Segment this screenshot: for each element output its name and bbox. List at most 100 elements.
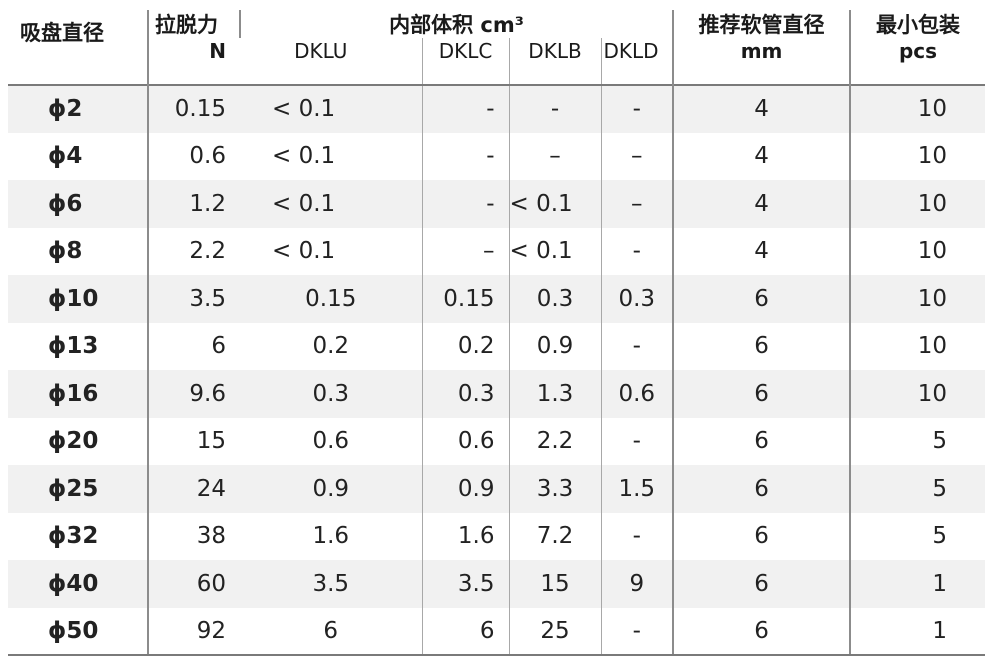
suction-cup-spec-table: 吸盘直径 拉脱力 内部体积 cm³ 推荐软管直径 最小包装 N DKLU DKL… [8, 10, 986, 656]
cell-dkld: - [600, 607, 674, 656]
cell-dklb: 2.2 [508, 417, 601, 465]
header-row-primary: 吸盘直径 拉脱力 内部体积 cm³ 推荐软管直径 最小包装 [8, 10, 986, 45]
cell-dklc: 6 [421, 607, 509, 656]
cell-force: 92 [147, 607, 240, 656]
cell-hose: 6 [672, 560, 851, 608]
cell-dklu: < 0.1 [240, 84, 422, 133]
cell-force: 24 [147, 465, 240, 513]
cell-force: 60 [147, 560, 240, 608]
cell-dkld: 1.5 [600, 465, 674, 513]
cell-pack: 5 [849, 417, 986, 465]
cell-dklb: 15 [508, 560, 601, 608]
cell-dklu: < 0.1 [240, 132, 422, 180]
cell-dklu: 0.15 [240, 275, 422, 323]
cell-hose: 4 [672, 227, 851, 275]
table-row: ϕ50 92 6 6 25 - 6 1 [8, 607, 986, 656]
table-row: ϕ13 6 0.2 0.2 0.9 - 6 10 [8, 322, 986, 370]
cell-dkld: - [600, 322, 674, 370]
cell-force: 3.5 [147, 275, 240, 323]
cell-dklb: 3.3 [508, 465, 601, 513]
cell-hose: 4 [672, 132, 851, 180]
cell-dklb: - [508, 84, 601, 133]
cell-dklc: - [421, 132, 509, 180]
col-header-dklu: DKLU [294, 39, 348, 63]
cell-dkld: - [600, 417, 674, 465]
cell-dklb: 0.9 [508, 322, 601, 370]
cell-hose: 6 [672, 275, 851, 323]
table-row: ϕ4 0.6 < 0.1 - – – 4 10 [8, 132, 986, 180]
cell-pack: 1 [849, 560, 986, 608]
cell-dklc: 0.3 [421, 370, 509, 418]
cell-force: 15 [147, 417, 240, 465]
cell-dklu: < 0.1 [240, 227, 422, 275]
cell-size: ϕ32 [8, 512, 148, 560]
cell-dkld: - [600, 227, 674, 275]
cell-dklu: 0.2 [240, 322, 422, 370]
cell-pack: 10 [849, 180, 986, 228]
cell-pack: 10 [849, 322, 986, 370]
cell-dkld: 0.3 [600, 275, 674, 323]
cell-dklc: - [421, 84, 509, 133]
table-row: ϕ20 15 0.6 0.6 2.2 - 6 5 [8, 417, 986, 465]
cell-force: 6 [147, 322, 240, 370]
cell-dklb: 0.3 [508, 275, 601, 323]
col-header-dkld: DKLD [600, 38, 674, 85]
cell-pack: 5 [849, 465, 986, 513]
col-header-pack-unit: pcs [849, 38, 986, 85]
cell-hose: 6 [672, 512, 851, 560]
cell-dklu: 0.3 [240, 370, 422, 418]
cell-dklc: 0.2 [421, 322, 509, 370]
col-header-dklb: DKLB [508, 38, 601, 85]
table-row: ϕ25 24 0.9 0.9 3.3 1.5 6 5 [8, 465, 986, 513]
cell-hose: 6 [672, 322, 851, 370]
cell-dklb: < 0.1 [508, 227, 601, 275]
cell-pack: 5 [849, 512, 986, 560]
cell-hose: 6 [672, 465, 851, 513]
table-row: ϕ16 9.6 0.3 0.3 1.3 0.6 6 10 [8, 370, 986, 418]
cell-size: ϕ16 [8, 370, 148, 418]
col-header-pack: 最小包装 [849, 10, 986, 38]
cell-dklc: – [421, 227, 509, 275]
cell-dkld: – [600, 180, 674, 228]
cell-force: 9.6 [147, 370, 240, 418]
table-row: ϕ40 60 3.5 3.5 15 9 6 1 [8, 560, 986, 608]
cell-force: 38 [147, 512, 240, 560]
table-row: ϕ32 38 1.6 1.6 7.2 - 6 5 [8, 512, 986, 560]
cell-size: ϕ40 [8, 560, 148, 608]
cell-dklc: 3.5 [421, 560, 509, 608]
col-header-size: 吸盘直径 [20, 21, 104, 45]
cell-size: ϕ25 [8, 465, 148, 513]
cell-dklc: 1.6 [421, 512, 509, 560]
cell-dklb: 25 [508, 607, 601, 656]
col-header-dklc: DKLC [421, 38, 509, 85]
cell-pack: 10 [849, 370, 986, 418]
cell-dklc: 0.9 [421, 465, 509, 513]
cell-pack: 10 [849, 84, 986, 133]
cell-hose: 6 [672, 370, 851, 418]
cell-hose: 4 [672, 180, 851, 228]
cell-dklu: 3.5 [240, 560, 422, 608]
cell-dklc: 0.15 [421, 275, 509, 323]
col-header-force-unit: N [147, 38, 240, 85]
cell-pack: 10 [849, 275, 986, 323]
col-header-hose-unit: mm [672, 38, 851, 85]
cell-size: ϕ8 [8, 227, 148, 275]
cell-force: 0.15 [147, 84, 240, 133]
cell-size: ϕ2 [8, 84, 148, 133]
cell-dklb: – [508, 132, 601, 180]
table-row: ϕ10 3.5 0.15 0.15 0.3 0.3 6 10 [8, 275, 986, 323]
cell-dklc: 0.6 [421, 417, 509, 465]
cell-force: 0.6 [147, 132, 240, 180]
table-row: ϕ6 1.2 < 0.1 - < 0.1 – 4 10 [8, 180, 986, 228]
cell-dkld: – [600, 132, 674, 180]
cell-hose: 6 [672, 607, 851, 656]
cell-dkld: - [600, 84, 674, 133]
cell-dklc: - [421, 180, 509, 228]
cell-dklu: 6 [240, 607, 422, 656]
cell-dklu: 0.6 [240, 417, 422, 465]
cell-dklb: < 0.1 [508, 180, 601, 228]
cell-force: 2.2 [147, 227, 240, 275]
cell-dklu: 0.9 [240, 465, 422, 513]
cell-pack: 1 [849, 607, 986, 656]
